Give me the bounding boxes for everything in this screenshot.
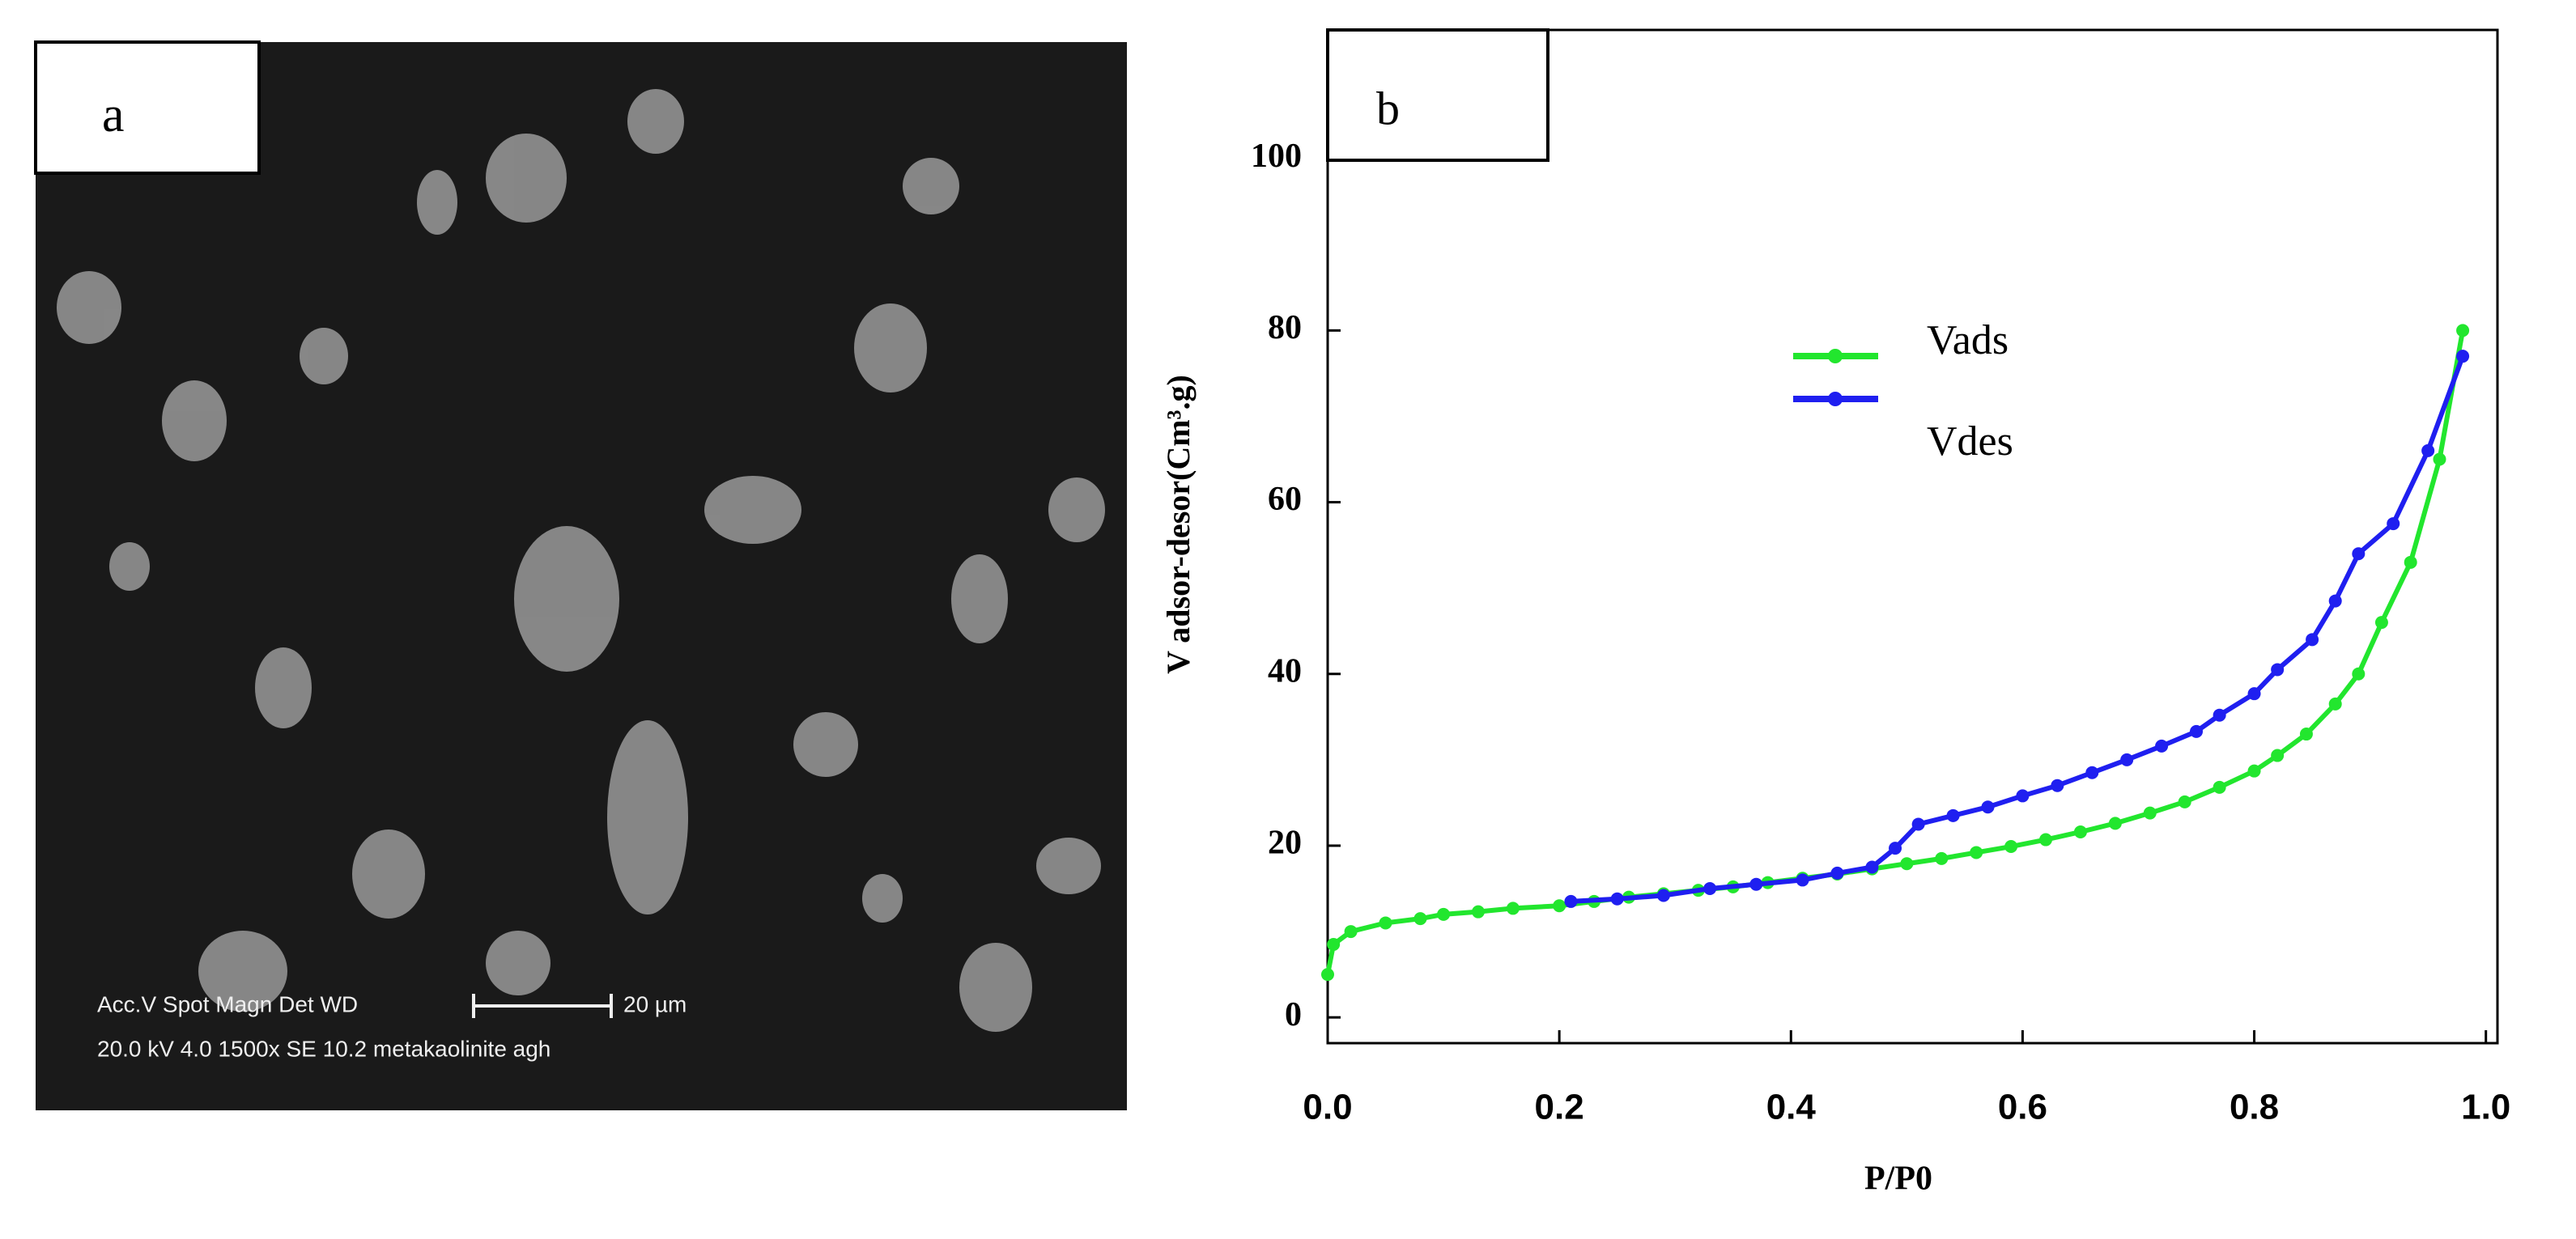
data-point xyxy=(2404,555,2417,569)
data-point xyxy=(2085,766,2099,779)
x-axis-label: P/P0 xyxy=(1864,1161,1932,1198)
data-point xyxy=(2213,708,2226,722)
y-tick-label: 80 xyxy=(1268,309,1302,346)
data-point xyxy=(2328,697,2342,711)
data-point xyxy=(2421,443,2435,457)
data-point xyxy=(1437,907,1451,921)
x-tick-label: 0.0 xyxy=(1303,1088,1352,1127)
data-point xyxy=(2456,350,2470,363)
series-line xyxy=(1325,329,2466,975)
series-line xyxy=(1571,355,2465,904)
y-tick-label: 100 xyxy=(1251,138,1302,175)
data-point xyxy=(2433,452,2446,466)
y-tick-label: 60 xyxy=(1268,481,1302,518)
panel-label-box xyxy=(1326,28,1549,162)
data-point xyxy=(1471,905,1485,919)
data-point xyxy=(2039,833,2053,847)
sem-info: 20.0 kV 4.0 1500x SE 10.2 metakaolinite … xyxy=(97,1036,550,1061)
legend-marker xyxy=(1828,392,1843,406)
data-point xyxy=(2178,795,2191,808)
data-point xyxy=(2352,547,2366,561)
data-point xyxy=(1610,892,1624,906)
data-point xyxy=(2051,779,2064,792)
data-point xyxy=(1327,937,1341,951)
data-point xyxy=(1413,912,1427,926)
data-point xyxy=(1900,857,1914,871)
data-point xyxy=(2328,594,2342,608)
sem-panel: a Acc.V Spot Magn Det WD 20 µm 20.0 kV 4… xyxy=(34,40,1127,1110)
data-point xyxy=(1749,877,1763,891)
legend-label: Vads xyxy=(1927,317,2009,363)
data-point xyxy=(2155,739,2169,753)
plot-frame xyxy=(1326,28,2499,1045)
data-point xyxy=(1865,860,1879,874)
legend-marker xyxy=(1828,349,1843,363)
data-point xyxy=(2016,789,2030,803)
data-point xyxy=(2004,840,2018,854)
data-point xyxy=(1656,889,1670,902)
data-point xyxy=(2306,633,2319,647)
y-tick-label: 40 xyxy=(1268,652,1302,690)
data-point xyxy=(2374,616,2388,630)
data-point xyxy=(1344,925,1358,939)
data-point xyxy=(1981,800,1995,814)
data-point xyxy=(1321,968,1334,982)
x-tick-label: 0.6 xyxy=(1998,1088,2047,1127)
data-point xyxy=(2073,825,2087,838)
data-point xyxy=(1946,808,1960,822)
y-tick-label: 20 xyxy=(1268,825,1302,862)
data-point xyxy=(2271,663,2285,677)
data-point xyxy=(2247,687,2261,701)
data-point xyxy=(1379,916,1392,930)
data-point xyxy=(2143,806,2157,820)
y-tick-label: 0 xyxy=(1285,996,1302,1033)
x-tick-label: 0.8 xyxy=(2230,1088,2279,1127)
data-point xyxy=(1506,902,1520,915)
panel-label: b xyxy=(1376,82,1400,134)
data-point xyxy=(1796,873,1809,887)
data-point xyxy=(2108,817,2122,830)
data-point xyxy=(2271,749,2285,762)
y-axis-label: V adsor-desor(Cm³.g) xyxy=(1160,375,1197,674)
sem-info: Acc.V Spot Magn Det WD xyxy=(97,991,358,1016)
x-tick-label: 0.4 xyxy=(1766,1088,1817,1127)
data-point xyxy=(1935,851,1949,865)
data-point xyxy=(1703,882,1717,896)
data-point xyxy=(1553,899,1566,913)
data-point xyxy=(2299,728,2313,741)
data-point xyxy=(1970,846,1983,859)
particles xyxy=(57,89,1105,1032)
panel-label-box xyxy=(34,40,261,175)
data-point xyxy=(2120,753,2134,766)
data-point xyxy=(2387,517,2400,531)
data-point xyxy=(1564,894,1578,908)
data-point xyxy=(1911,817,1925,831)
legend-label: Vdes xyxy=(1927,418,2013,465)
panel-label: a xyxy=(102,87,125,142)
x-tick-label: 1.0 xyxy=(2461,1088,2510,1127)
data-point xyxy=(2213,780,2226,794)
data-point xyxy=(2456,324,2470,337)
data-point xyxy=(2247,764,2261,778)
x-tick-label: 0.2 xyxy=(1535,1088,1584,1127)
data-point xyxy=(1889,842,1902,855)
scale-label: 20 µm xyxy=(623,991,687,1016)
data-point xyxy=(1830,866,1844,880)
data-point xyxy=(2190,724,2204,738)
data-point xyxy=(2352,667,2366,681)
